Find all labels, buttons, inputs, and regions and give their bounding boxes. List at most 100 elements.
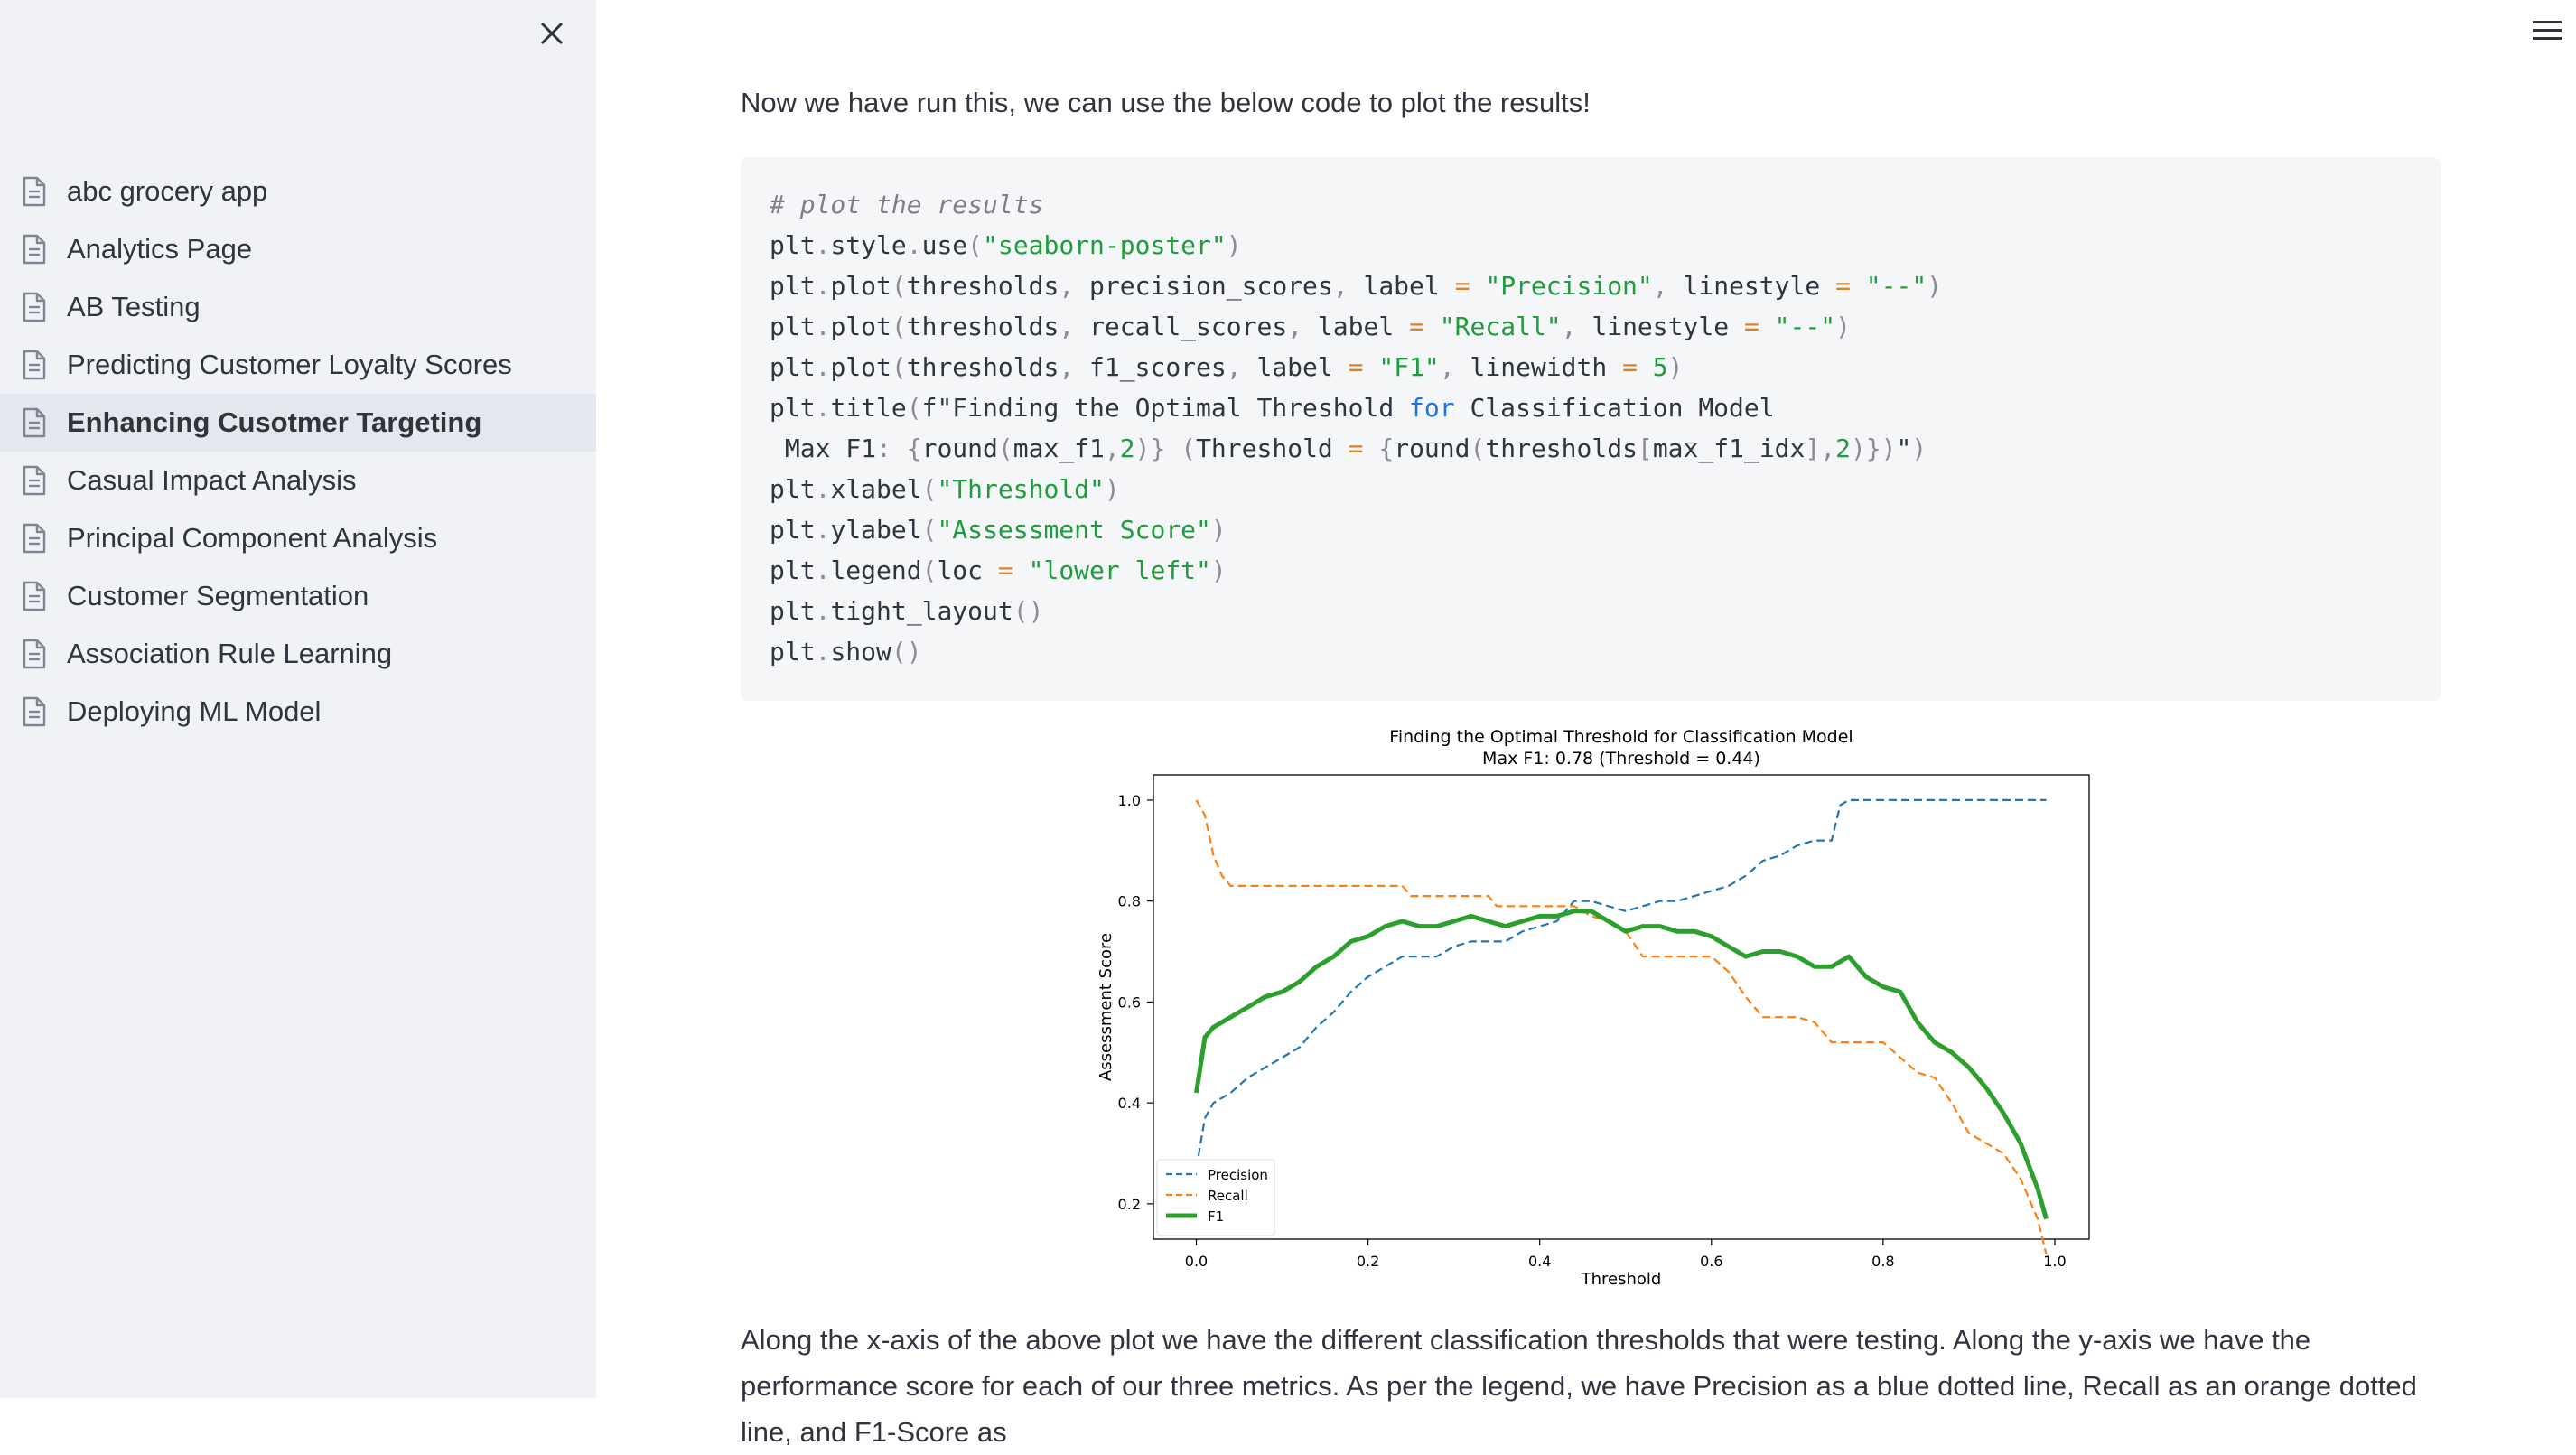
code-token: loc <box>937 555 998 585</box>
code-block: # plot the results plt.style.use("seaborn… <box>741 157 2441 701</box>
threshold-chart: Finding the Optimal Threshold for Classi… <box>1097 727 2090 1289</box>
code-token <box>1424 312 1440 341</box>
code-token: , <box>1652 271 1668 301</box>
sidebar-item-abc-grocery-app[interactable]: abc grocery app <box>0 163 596 220</box>
code-line: plt.plot(thresholds, recall_scores, labe… <box>770 306 1942 347</box>
close-sidebar-button[interactable] <box>533 14 571 52</box>
code-content: # plot the results plt.style.use("seaborn… <box>770 184 1942 672</box>
code-token: ( <box>891 352 907 382</box>
sidebar-item-ab-testing[interactable]: AB Testing <box>0 278 596 336</box>
code-token: () <box>891 637 922 667</box>
code-line: plt.tight_layout() <box>770 591 1942 631</box>
document-icon <box>23 407 46 438</box>
plot-area <box>1153 774 2090 1240</box>
close-icon <box>540 22 564 45</box>
code-line: plt.legend(loc = "lower left") <box>770 550 1942 591</box>
x-tick-label: 0.2 <box>1357 1253 1379 1270</box>
code-token: ( <box>906 393 922 423</box>
legend-label: Recall <box>1208 1188 1248 1204</box>
code-token <box>1638 352 1653 382</box>
code-token: legend <box>830 555 922 585</box>
code-token: style <box>830 230 907 260</box>
code-token: label <box>1241 352 1349 382</box>
code-token: "--" <box>1774 312 1836 341</box>
code-line: plt.xlabel("Threshold") <box>770 469 1942 509</box>
sidebar-item-enhancing-cusotmer-targeting[interactable]: Enhancing Cusotmer Targeting <box>0 394 596 452</box>
main-menu-button[interactable] <box>2529 16 2565 45</box>
code-token <box>1759 312 1775 341</box>
code-token: use <box>921 230 968 260</box>
code-token: ( <box>1181 434 1197 463</box>
document-icon <box>23 639 46 669</box>
code-line: plt.title(f"Finding the Optimal Threshol… <box>770 387 1942 428</box>
code-token: 5 <box>1652 352 1668 382</box>
code-line: plt.ylabel("Assessment Score") <box>770 509 1942 550</box>
code-token: . <box>815 271 831 301</box>
code-token: f1_scores <box>1074 352 1227 382</box>
document-icon <box>23 523 46 554</box>
code-token: Max F1 <box>770 434 877 463</box>
code-token: "Assessment Score" <box>937 515 1211 545</box>
code-token: ( <box>921 555 938 585</box>
code-token: . <box>815 637 831 667</box>
code-token: { <box>1378 434 1395 463</box>
sidebar-item-deploying-ml-model[interactable]: Deploying ML Model <box>0 683 596 741</box>
code-token: , <box>1226 352 1242 382</box>
sidebar-item-label: Association Rule Learning <box>67 638 393 669</box>
code-token: plt <box>770 637 816 667</box>
code-token: thresholds <box>1485 434 1638 463</box>
code-token: = <box>1409 312 1424 341</box>
code-token: ) <box>1210 555 1227 585</box>
code-token: for <box>1409 393 1455 423</box>
code-token <box>1013 555 1029 585</box>
hamburger-menu-icon <box>2533 21 2562 40</box>
code-token: [ <box>1637 434 1653 463</box>
legend-label: F1 <box>1208 1208 1224 1225</box>
code-token: ) <box>1927 271 1943 301</box>
code-token: . <box>815 515 831 545</box>
code-token <box>1470 271 1485 301</box>
code-token: ( <box>921 474 938 504</box>
code-token: Threshold <box>1196 434 1349 463</box>
code-token: "Recall" <box>1439 312 1562 341</box>
y-tick-label: 0.2 <box>1118 1196 1141 1213</box>
code-token: : <box>876 434 891 463</box>
code-token: , <box>1439 352 1455 382</box>
document-icon <box>23 350 46 380</box>
code-token: . <box>906 230 922 260</box>
code-token: "lower left" <box>1028 555 1211 585</box>
code-token: plt <box>770 312 816 341</box>
code-token: "Threshold" <box>937 474 1105 504</box>
sidebar-item-analytics-page[interactable]: Analytics Page <box>0 220 596 278</box>
explanation-paragraph: Along the x-axis of the above plot we ha… <box>741 1324 2417 1448</box>
sidebar-item-customer-segmentation[interactable]: Customer Segmentation <box>0 567 596 625</box>
code-line: plt.plot(thresholds, f1_scores, label = … <box>770 347 1942 387</box>
document-icon <box>23 176 46 207</box>
sidebar-item-predicting-customer-loyalty-scores[interactable]: Predicting Customer Loyalty Scores <box>0 336 596 394</box>
code-token: plt <box>770 352 816 382</box>
code-token: plot <box>830 271 891 301</box>
code-token: , <box>1561 312 1577 341</box>
code-token <box>1363 352 1378 382</box>
code-token: thresholds <box>906 271 1059 301</box>
code-line: Max F1: {round(max_f1,2)} (Threshold = {… <box>770 428 1942 469</box>
code-token: ( <box>967 230 984 260</box>
sidebar-item-association-rule-learning[interactable]: Association Rule Learning <box>0 625 596 683</box>
code-token: = <box>1454 271 1470 301</box>
code-token: plt <box>770 515 816 545</box>
code-token: round <box>921 434 998 463</box>
sidebar-item-casual-impact-analysis[interactable]: Casual Impact Analysis <box>0 452 596 509</box>
code-token: tight_layout <box>830 596 1013 626</box>
code-token: ) <box>1667 352 1684 382</box>
code-token: f"Finding the Optimal Threshold <box>921 393 1410 423</box>
y-tick-label: 0.4 <box>1118 1095 1141 1112</box>
code-token: recall_scores <box>1074 312 1288 341</box>
sidebar-item-principal-component-analysis[interactable]: Principal Component Analysis <box>0 509 596 567</box>
code-token: "--" <box>1865 271 1927 301</box>
code-token: ( <box>921 515 938 545</box>
y-tick-label: 0.6 <box>1118 993 1141 1011</box>
code-token: , <box>1287 312 1303 341</box>
x-tick-label: 1.0 <box>2043 1253 2066 1270</box>
code-line: plt.plot(thresholds, precision_scores, l… <box>770 266 1942 306</box>
code-token: ) <box>1104 474 1120 504</box>
